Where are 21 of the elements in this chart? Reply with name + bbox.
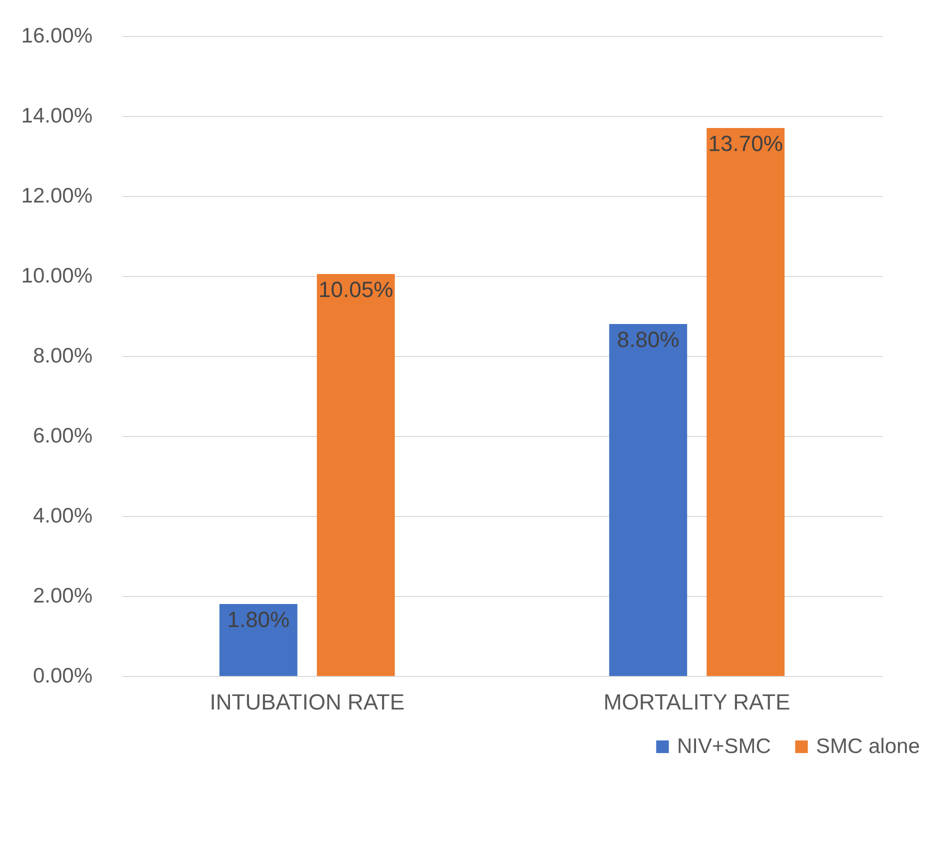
legend-label: NIV+SMC <box>677 734 771 758</box>
y-tick-label: 2.00% <box>32 584 92 608</box>
y-tick-label: 10.00% <box>21 264 92 288</box>
bar <box>706 128 785 676</box>
y-tick-label: 0.00% <box>32 664 92 688</box>
y-tick-label: 6.00% <box>32 424 92 448</box>
x-tick-label: MORTALITY RATE <box>604 690 790 714</box>
y-tick-label: 12.00% <box>21 184 92 208</box>
data-label: 8.80% <box>616 327 680 352</box>
y-tick-label: 16.00% <box>21 24 92 48</box>
x-tick-label: INTUBATION RATE <box>210 690 405 714</box>
bar <box>609 324 688 676</box>
bar <box>316 274 395 676</box>
data-label: 10.05% <box>318 277 394 302</box>
bar <box>219 604 298 676</box>
legend-label: SMC alone <box>816 734 920 758</box>
y-tick-label: 8.00% <box>32 344 92 368</box>
data-label: 1.80% <box>227 607 290 632</box>
data-label: 13.70% <box>708 131 783 156</box>
y-tick-label: 14.00% <box>21 104 92 128</box>
y-tick-label: 4.00% <box>32 504 92 528</box>
